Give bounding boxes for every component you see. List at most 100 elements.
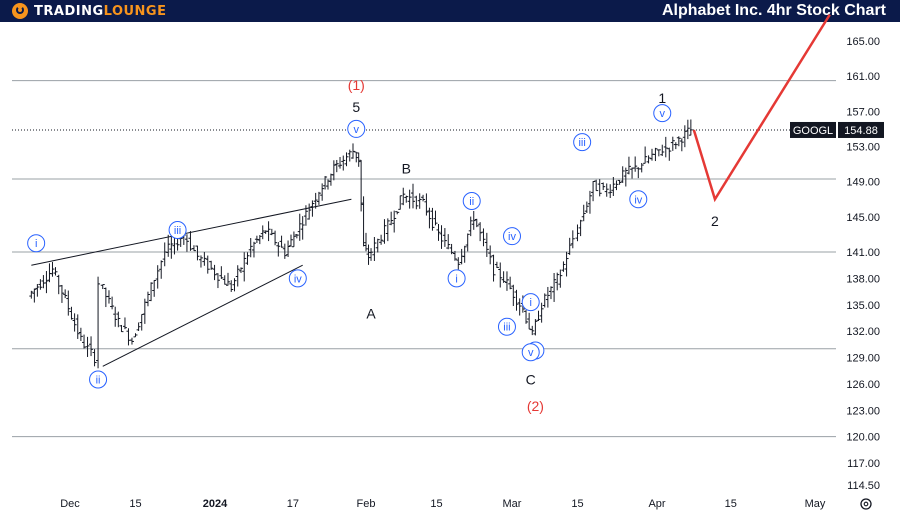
ohlc-bar — [75, 314, 80, 339]
ohlc-bar — [673, 142, 678, 150]
ohlc-bar — [601, 182, 606, 191]
svg-text:i: i — [455, 273, 457, 285]
x-tick-label: 17 — [287, 498, 299, 510]
ohlc-bar — [341, 155, 346, 171]
symbol-tag: GOOGL — [790, 121, 836, 138]
y-tick-label: 157.00 — [846, 106, 880, 118]
ohlc-bar — [417, 193, 422, 209]
ohlc-bar — [404, 195, 409, 203]
ohlc-bar — [389, 211, 394, 226]
svg-text:i: i — [529, 297, 531, 309]
x-tick-label: Apr — [648, 498, 665, 510]
ohlc-bar — [354, 151, 359, 163]
svg-text:iii: iii — [578, 137, 585, 149]
ohlc-bar — [474, 218, 479, 228]
wave-circle-label: i — [447, 269, 466, 288]
settings-gear-icon[interactable] — [860, 498, 872, 510]
ohlc-bar — [316, 191, 321, 205]
ohlc-bar — [149, 282, 154, 302]
svg-text:ii: ii — [96, 374, 101, 386]
ohlc-bar — [646, 155, 651, 164]
ohlc-bar — [307, 203, 312, 220]
ohlc-bar — [50, 261, 55, 277]
ohlc-bar — [488, 245, 493, 265]
wave-circle-label: iv — [503, 227, 521, 246]
ohlc-bar — [633, 156, 638, 172]
ohlc-bar — [462, 245, 467, 263]
ohlc-bar — [89, 336, 94, 357]
logo-icon — [12, 3, 28, 19]
ohlc-bar — [56, 274, 61, 295]
wave-circle-label: iii — [497, 317, 516, 336]
ohlc-bar — [630, 167, 635, 179]
y-tick-label: 149.00 — [846, 177, 880, 189]
ohlc-bar — [35, 284, 40, 297]
ohlc-bar — [260, 225, 265, 240]
ohlc-bar — [219, 266, 224, 279]
ohlc-bar — [38, 279, 43, 290]
logo-text-lounge: LOUNGE — [103, 3, 167, 19]
ohlc-bar — [471, 210, 476, 230]
ohlc-bar — [552, 272, 557, 302]
ohlc-bar — [297, 213, 302, 241]
ohlc-bar — [32, 288, 37, 303]
wave-circle-label: v — [347, 119, 366, 138]
x-tick-label: Mar — [503, 498, 522, 510]
ohlc-bar — [604, 183, 609, 197]
ohlc-bar — [452, 250, 457, 261]
ohlc-bar — [533, 319, 538, 336]
ohlc-bar — [536, 310, 541, 322]
wave-label: (2) — [527, 398, 544, 414]
ohlc-bar — [639, 162, 644, 173]
ohlc-bar — [133, 333, 138, 338]
ohlc-bar — [162, 242, 167, 267]
ohlc-bar — [209, 260, 214, 270]
ohlc-bar — [136, 322, 141, 331]
wave-circle-label: i — [521, 293, 540, 312]
ohlc-bar — [202, 252, 207, 266]
price-axis[interactable] — [836, 22, 900, 490]
trendline — [31, 198, 352, 266]
ohlc-bar — [369, 248, 374, 261]
ohlc-bar — [313, 192, 318, 209]
ohlc-bar — [347, 149, 352, 162]
last-price-tag: 154.88 — [838, 121, 884, 138]
ohlc-bar — [126, 328, 131, 346]
ohlc-bar — [656, 149, 661, 157]
time-axis[interactable] — [0, 490, 900, 522]
ohlc-bar — [159, 260, 164, 279]
ohlc-bar — [594, 179, 599, 192]
ohlc-bar — [372, 236, 377, 261]
x-tick-label: 15 — [129, 498, 141, 510]
ohlc-bar — [649, 148, 654, 161]
wave-label: (1) — [348, 77, 365, 93]
ohlc-bar — [359, 159, 364, 212]
ohlc-bar — [288, 234, 293, 247]
ohlc-bar — [251, 241, 256, 258]
ohlc-bar — [688, 119, 693, 136]
trendline — [102, 264, 303, 367]
ohlc-bar — [626, 156, 631, 175]
ohlc-bar — [232, 278, 237, 292]
x-tick-label: 15 — [725, 498, 737, 510]
wave-circle-label: iv — [629, 190, 648, 209]
ohlc-bar — [401, 187, 406, 206]
ohlc-bar — [152, 279, 157, 297]
y-tick-label: 161.00 — [846, 71, 880, 83]
ohlc-bar — [328, 173, 333, 186]
x-tick-label: 15 — [571, 498, 583, 510]
wave-circle-label: v — [653, 104, 672, 123]
ohlc-bar — [215, 273, 220, 289]
ohlc-bar — [382, 219, 387, 244]
y-tick-label: 141.00 — [846, 247, 880, 259]
ohlc-bar — [85, 336, 90, 357]
ohlc-bar — [53, 267, 58, 276]
header-bar: TRADING LOUNGE Alphabet Inc. 4hr Stock C… — [0, 0, 900, 22]
y-tick-label: 145.00 — [846, 212, 880, 224]
ohlc-bar — [670, 136, 675, 151]
ohlc-bar — [72, 313, 77, 332]
ohlc-bar — [564, 251, 569, 277]
wave-circle-label: iii — [168, 221, 187, 240]
ohlc-bar — [555, 272, 560, 291]
